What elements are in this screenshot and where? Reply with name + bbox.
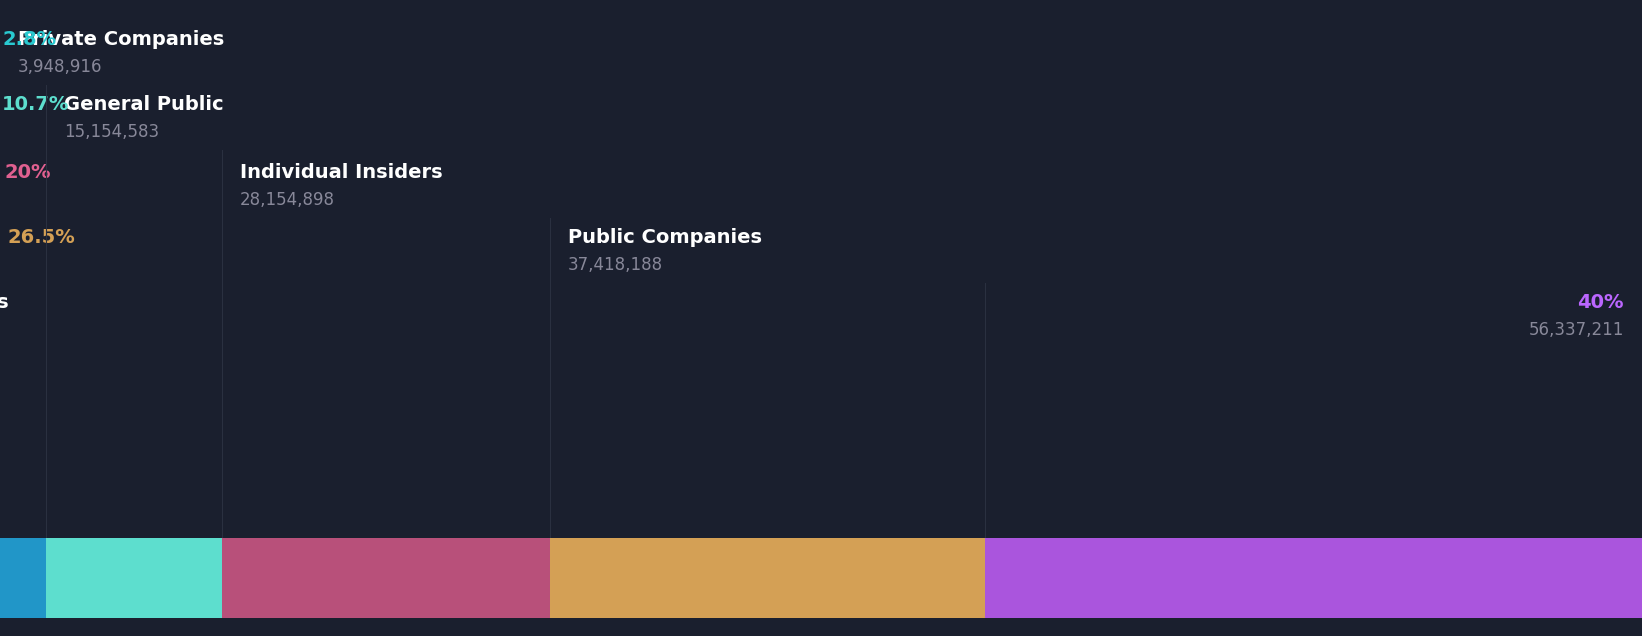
Text: 37,418,188: 37,418,188 [568, 256, 663, 274]
Text: Private Companies: Private Companies [18, 30, 232, 49]
Text: 15,154,583: 15,154,583 [64, 123, 159, 141]
Text: Institutions: Institutions [0, 293, 16, 312]
Text: 28,154,898: 28,154,898 [240, 191, 335, 209]
Text: Individual Insiders: Individual Insiders [240, 163, 448, 182]
Text: 56,337,211: 56,337,211 [1529, 321, 1624, 339]
Text: 20%: 20% [5, 163, 51, 182]
Text: 10.7%: 10.7% [2, 95, 69, 114]
Text: General Public: General Public [64, 95, 230, 114]
Text: 2.8%: 2.8% [2, 30, 56, 49]
Text: 3,948,916: 3,948,916 [18, 58, 102, 76]
Text: 40%: 40% [1578, 293, 1624, 312]
Text: Public Companies: Public Companies [568, 228, 768, 247]
Text: 26.5%: 26.5% [8, 228, 76, 247]
